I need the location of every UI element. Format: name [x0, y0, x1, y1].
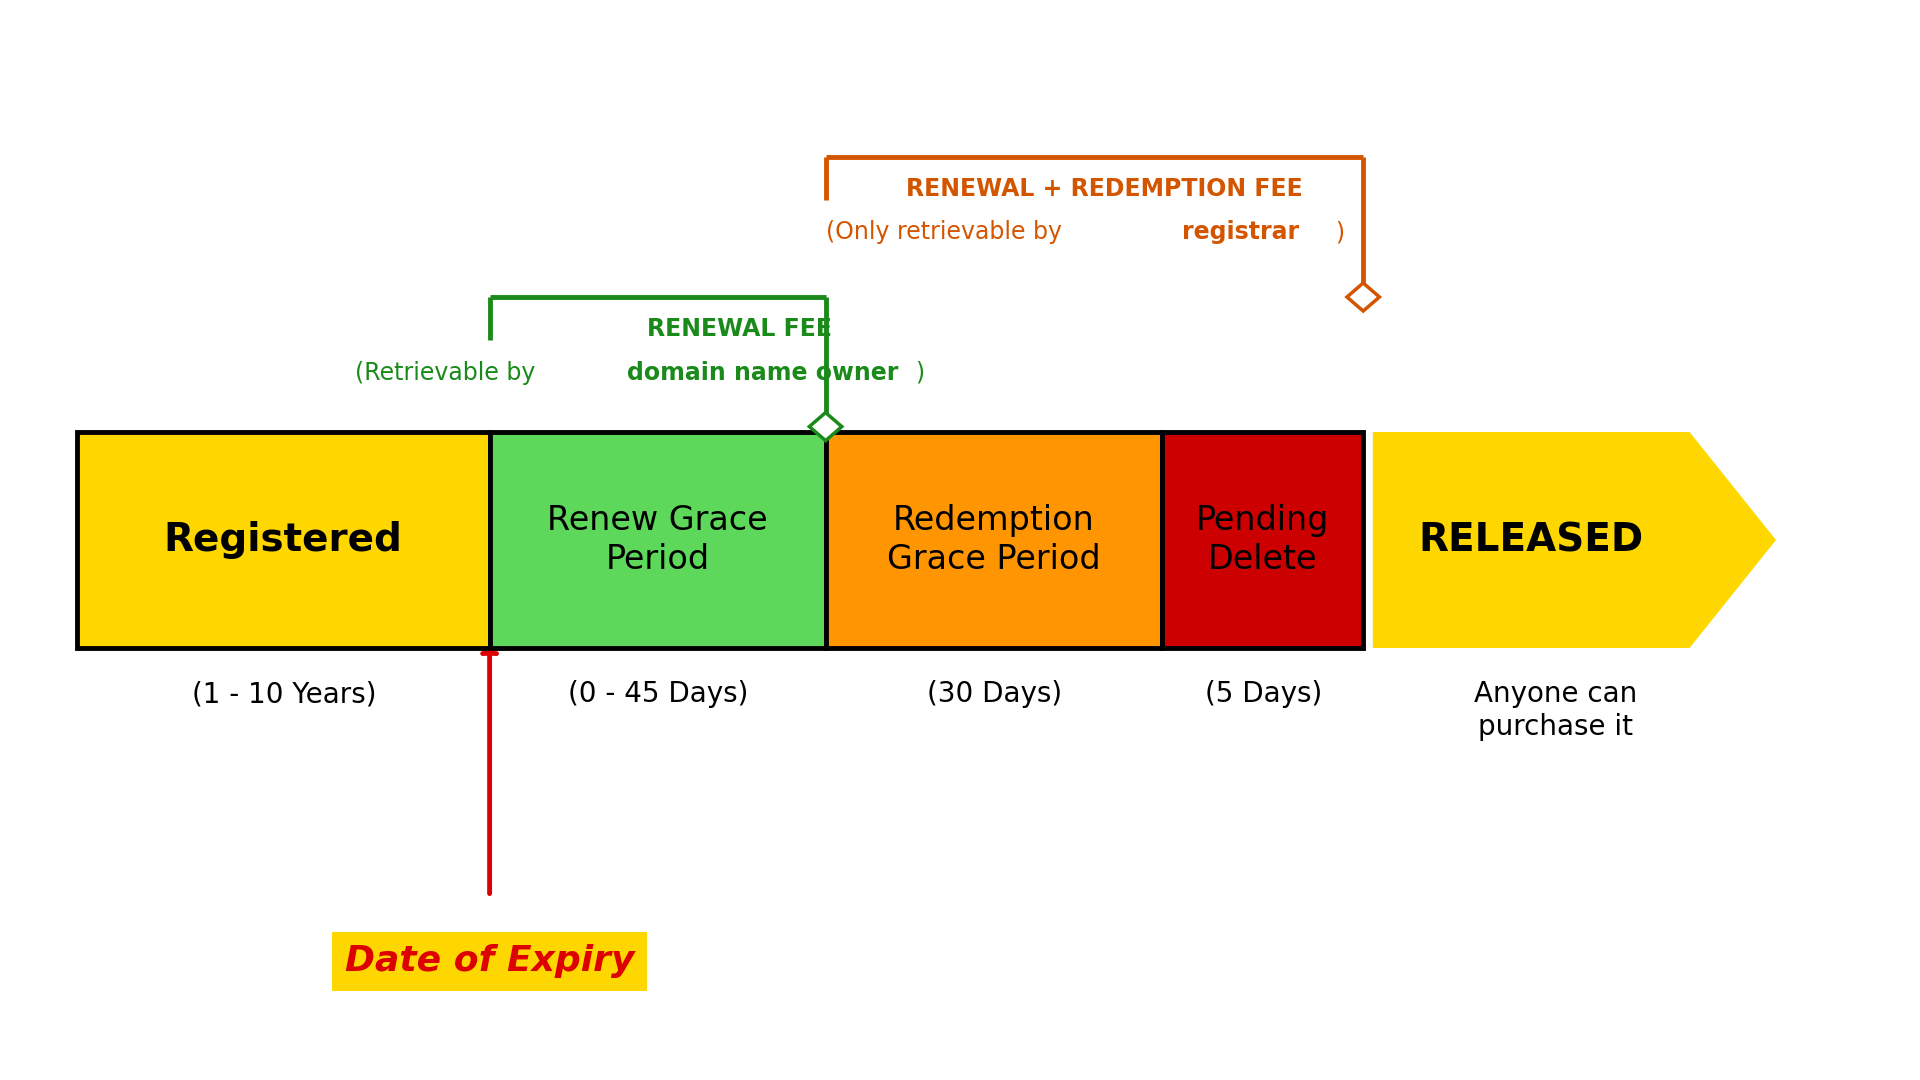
Text: registrar: registrar	[1183, 220, 1300, 244]
Text: Renew Grace
Period: Renew Grace Period	[547, 504, 768, 576]
Polygon shape	[1373, 432, 1776, 648]
Text: RENEWAL + REDEMPTION FEE: RENEWAL + REDEMPTION FEE	[906, 177, 1302, 201]
Text: (Only retrievable by: (Only retrievable by	[826, 220, 1069, 244]
Text: (Retrievable by: (Retrievable by	[355, 361, 543, 384]
Text: (1 - 10 Years): (1 - 10 Years)	[192, 680, 376, 708]
FancyBboxPatch shape	[826, 432, 1162, 648]
Text: ): )	[916, 361, 924, 384]
Text: (0 - 45 Days): (0 - 45 Days)	[568, 680, 749, 708]
Text: Redemption
Grace Period: Redemption Grace Period	[887, 504, 1100, 576]
Text: ): )	[1334, 220, 1344, 244]
Text: RELEASED: RELEASED	[1419, 521, 1644, 559]
Text: Anyone can
purchase it: Anyone can purchase it	[1473, 680, 1638, 741]
Text: Registered: Registered	[163, 521, 403, 559]
Text: Pending
Delete: Pending Delete	[1196, 504, 1329, 576]
Text: Date of Expiry: Date of Expiry	[346, 944, 634, 978]
Text: (5 Days): (5 Days)	[1204, 680, 1323, 708]
FancyBboxPatch shape	[490, 432, 826, 648]
FancyBboxPatch shape	[1162, 432, 1363, 648]
Text: domain name owner: domain name owner	[626, 361, 899, 384]
Text: (30 Days): (30 Days)	[927, 680, 1062, 708]
Polygon shape	[810, 413, 841, 441]
Text: RENEWAL FEE: RENEWAL FEE	[647, 318, 831, 341]
Polygon shape	[1348, 283, 1379, 311]
FancyBboxPatch shape	[77, 432, 490, 648]
